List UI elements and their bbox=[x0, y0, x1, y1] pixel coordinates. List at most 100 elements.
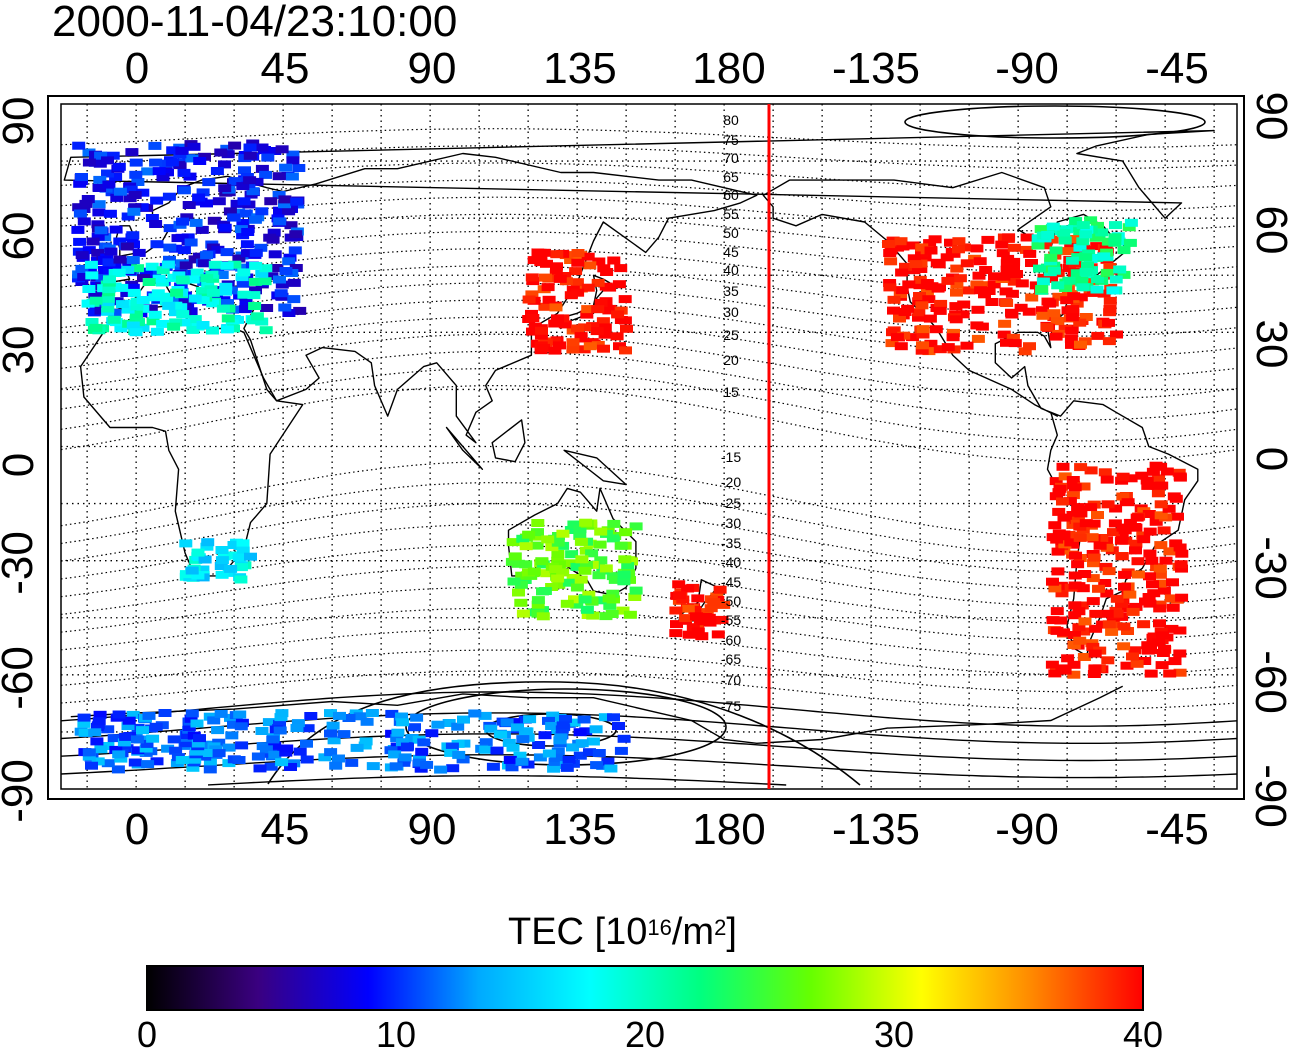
mlat-contour bbox=[61, 162, 1237, 191]
tec-pixel bbox=[1145, 556, 1159, 565]
mlat-label: 65 bbox=[723, 169, 739, 185]
tec-pixel bbox=[1055, 589, 1069, 598]
tec-pixel bbox=[581, 305, 595, 314]
tec-pixel bbox=[359, 737, 373, 746]
tec-pixel bbox=[156, 266, 170, 275]
tec-pixel bbox=[141, 760, 155, 769]
tec-pixel bbox=[1100, 268, 1114, 277]
tec-pixel bbox=[122, 716, 136, 725]
mlat-contour bbox=[61, 179, 1237, 212]
tec-pixel bbox=[142, 711, 156, 720]
tec-pixel bbox=[1130, 659, 1144, 668]
tec-pixel bbox=[187, 142, 201, 151]
tec-pixel bbox=[131, 746, 145, 755]
tec-pixel bbox=[1175, 593, 1189, 602]
tec-pixel bbox=[111, 765, 125, 774]
tec-pixel bbox=[607, 256, 621, 265]
tec-pixel bbox=[513, 751, 527, 760]
tec-pixel bbox=[1123, 590, 1137, 599]
tec-pixel bbox=[1164, 594, 1178, 603]
tec-pixel bbox=[144, 304, 158, 313]
tec-pixel bbox=[278, 303, 292, 312]
tec-pixel bbox=[516, 534, 530, 543]
tec-pixel bbox=[255, 269, 269, 278]
tec-pixel bbox=[1014, 303, 1028, 312]
tec-pixel bbox=[1049, 477, 1063, 486]
tec-pixel bbox=[1074, 463, 1088, 472]
tec-pixel bbox=[691, 627, 705, 636]
tec-pixel bbox=[274, 289, 288, 298]
tec-pixel bbox=[987, 280, 1001, 289]
tec-pixel bbox=[1173, 649, 1187, 658]
tec-pixel bbox=[583, 261, 597, 270]
tec-pixel bbox=[210, 167, 224, 175]
tec-pixel bbox=[1110, 609, 1124, 618]
tec-pixel bbox=[713, 585, 727, 594]
tec-pixel bbox=[1108, 519, 1122, 528]
mlat-label: -60 bbox=[721, 632, 741, 648]
tec-pixel bbox=[1115, 552, 1129, 561]
tec-pixel bbox=[130, 302, 144, 311]
tec-pixel bbox=[1062, 264, 1076, 272]
tec-pixel bbox=[553, 341, 566, 350]
tec-pixel bbox=[929, 325, 943, 334]
tec-pixel bbox=[670, 620, 683, 629]
tec-pixel bbox=[612, 280, 626, 289]
tec-pixel bbox=[286, 156, 300, 165]
tec-pixel bbox=[1087, 553, 1101, 562]
tec-pixel bbox=[582, 590, 596, 599]
tec-pixel bbox=[241, 249, 254, 258]
tec-pixel bbox=[516, 735, 530, 744]
tec-pixel bbox=[1154, 462, 1168, 471]
tec-pixel bbox=[611, 310, 625, 319]
tec-pixel bbox=[162, 192, 176, 201]
tec-pixel bbox=[1077, 482, 1091, 491]
tec-pixel bbox=[107, 315, 121, 324]
tec-pixel bbox=[1062, 276, 1076, 285]
tec-pixel bbox=[220, 325, 234, 334]
tec-pixel bbox=[101, 742, 115, 750]
tec-pixel bbox=[101, 725, 115, 734]
tec-pixel bbox=[113, 255, 127, 264]
tec-pixel bbox=[219, 287, 232, 296]
tec-pixel bbox=[1079, 230, 1093, 239]
tec-pixel bbox=[623, 610, 637, 619]
tec-pixel bbox=[327, 736, 341, 745]
tec-pixel bbox=[923, 239, 937, 248]
tec-pixel bbox=[1098, 468, 1112, 477]
tec-pixel bbox=[162, 301, 176, 310]
tec-pixel bbox=[525, 309, 538, 318]
tec-pixel bbox=[452, 750, 466, 759]
tec-pixel bbox=[255, 727, 269, 735]
tec-pixel bbox=[232, 553, 246, 562]
tec-pixel bbox=[1000, 338, 1013, 347]
tec-pixel bbox=[505, 557, 519, 566]
tec-pixel bbox=[1002, 233, 1016, 242]
tec-pixel bbox=[1116, 492, 1130, 501]
tec-pixel bbox=[112, 268, 126, 277]
tec-pixel bbox=[175, 146, 189, 155]
tec-pixel bbox=[586, 737, 600, 746]
tec-pixel bbox=[1102, 620, 1116, 629]
tec-pixel bbox=[1147, 632, 1161, 641]
tec-pixel bbox=[390, 734, 404, 743]
tec-pixel bbox=[1171, 512, 1184, 521]
tec-pixel bbox=[290, 724, 304, 732]
tec-pixel bbox=[136, 323, 150, 332]
tec-pixel bbox=[531, 600, 545, 609]
tec-pixel bbox=[1050, 317, 1064, 325]
tec-pixel bbox=[970, 244, 984, 253]
tec-pixel bbox=[90, 737, 104, 746]
tec-pixel bbox=[1146, 580, 1159, 589]
tec-pixel bbox=[1169, 539, 1183, 548]
tec-pixel bbox=[1157, 586, 1171, 595]
tec-pixel bbox=[1153, 570, 1167, 579]
tec-pixel bbox=[86, 237, 100, 246]
tec-pixel bbox=[93, 175, 107, 184]
tec-pixel bbox=[196, 565, 210, 574]
tec-pixel bbox=[1118, 570, 1132, 579]
tec-pixel bbox=[1154, 500, 1168, 509]
tec-pixel bbox=[538, 587, 552, 595]
tec-pixel bbox=[1162, 504, 1176, 513]
tec-pixel bbox=[150, 196, 164, 205]
